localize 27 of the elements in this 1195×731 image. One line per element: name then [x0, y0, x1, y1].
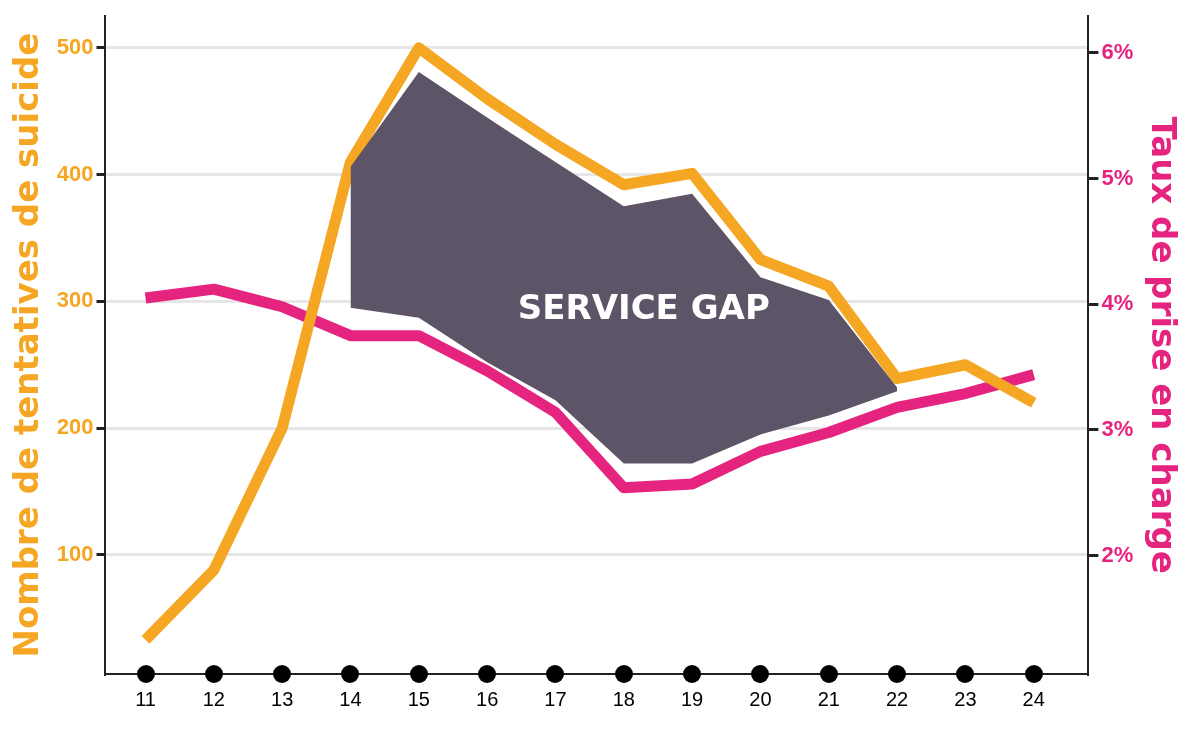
annotation: SERVICE GAP — [517, 286, 770, 327]
y-tick-label: 100 — [56, 540, 94, 566]
x-tick-label: 24 — [1022, 687, 1045, 710]
x-tick-label: 21 — [817, 687, 840, 710]
x-tick-label: 18 — [612, 687, 635, 710]
y-tick-label: 500 — [56, 33, 94, 59]
x-tick-label: 20 — [749, 687, 772, 710]
x-tick-label: 16 — [476, 687, 499, 710]
y-tick-label: 400 — [56, 160, 94, 186]
y-tick-label: 300 — [56, 287, 94, 313]
y2-tick-label: 4% — [1101, 290, 1134, 316]
x-tick-label: 22 — [885, 687, 909, 710]
x-tick-label: 12 — [202, 687, 225, 710]
x-tick-label: 19 — [680, 687, 704, 710]
x-tick-label: 14 — [339, 687, 362, 710]
y2-tick-label: 6% — [1101, 38, 1134, 64]
y2-tick-label: 2% — [1101, 541, 1134, 567]
x-tick-label: 13 — [271, 687, 294, 710]
x-tick-label: 15 — [407, 687, 430, 710]
y2-tick-label: 5% — [1101, 164, 1134, 190]
x-tick-label: 23 — [954, 687, 977, 710]
y2-tick-label: 3% — [1101, 416, 1134, 442]
y-axis-title: Nombre de tentatives de suicide — [6, 32, 47, 658]
x-tick-label: 17 — [544, 687, 567, 710]
y-tick-label: 200 — [56, 414, 94, 440]
x-tick-label: 11 — [135, 687, 156, 710]
y2-axis-title: Taux de prise en charge — [1143, 116, 1184, 574]
